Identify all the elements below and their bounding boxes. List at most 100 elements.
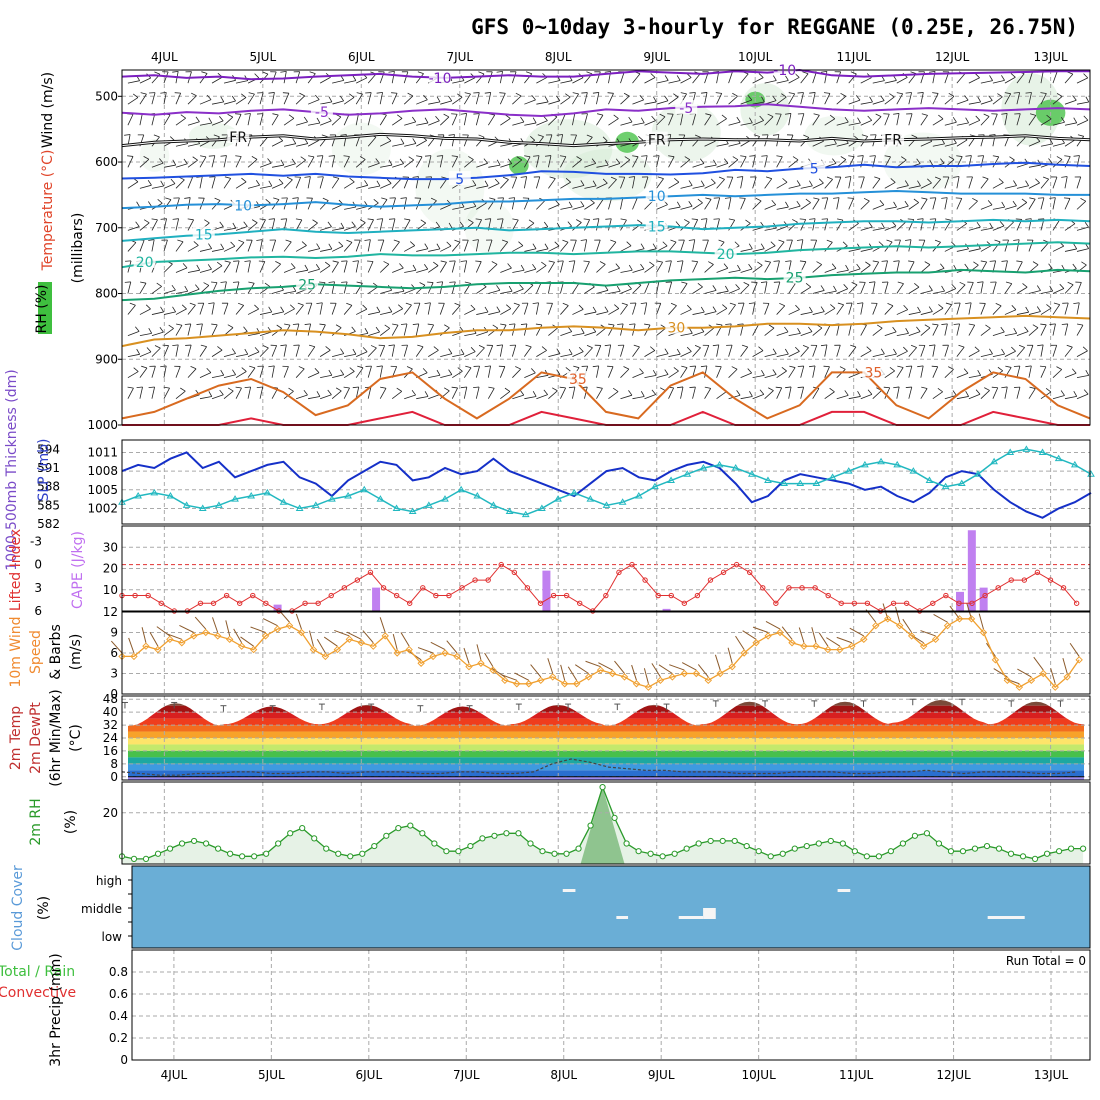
- wind-barb: [704, 239, 709, 252]
- wind-barb-flag: [639, 368, 644, 374]
- wind-barb: [308, 396, 320, 400]
- wind-barb: [668, 114, 674, 126]
- wind-barb-flag: [219, 389, 224, 396]
- wind-barb-flag: [1056, 366, 1062, 370]
- wind-barb: [175, 366, 181, 378]
- cloud-cover-background: [132, 866, 1090, 948]
- wind-speed-marker: [979, 628, 988, 637]
- wind-barb-flag: [586, 71, 593, 75]
- temperature-contour: [121, 161, 1091, 181]
- precip-tick: 0.8: [109, 965, 128, 979]
- wind-barb: [139, 240, 145, 252]
- wind-barb-flag: [451, 386, 458, 389]
- wind-barb-flag: [656, 260, 663, 263]
- wind-barb: [920, 388, 928, 399]
- wind-barb-flag: [1036, 306, 1041, 312]
- wind-barb-flag: [568, 260, 575, 262]
- wind-barb-flag: [254, 73, 260, 79]
- wind-barb-flag: [235, 113, 242, 115]
- wind-barb: [1016, 386, 1021, 399]
- wind-barb-flag: [352, 348, 357, 355]
- wind-barb-flag: [905, 327, 909, 334]
- wind-barb-flag: [190, 92, 197, 97]
- wind-barb-flag: [934, 176, 941, 180]
- wind-barb-flag: [723, 263, 729, 269]
- cloud-patch: [837, 889, 851, 892]
- wind-barb: [632, 302, 637, 315]
- wind-barb-flag: [406, 366, 413, 370]
- wind-barb-flag: [623, 92, 630, 97]
- wind-barb: [344, 206, 356, 210]
- wind-barb: [992, 206, 1005, 210]
- wind-barb-flag: [204, 219, 210, 224]
- wind-barb-flag: [697, 198, 703, 204]
- wind-barb: [464, 308, 476, 315]
- wind-barb: [487, 239, 493, 252]
- wind-barb: [271, 114, 279, 126]
- wind-speed-marker: [154, 645, 162, 654]
- wind-barb-flag: [952, 116, 957, 123]
- wind-barb: [199, 303, 205, 315]
- wind-barb-flag: [869, 96, 873, 103]
- wind-barb: [1004, 76, 1016, 84]
- wind-barb: [355, 240, 361, 252]
- wind-speed-marker: [321, 652, 330, 661]
- wind-barb: [836, 304, 844, 315]
- wind-barb: [175, 344, 179, 357]
- wind-10m-barb: [334, 629, 350, 637]
- wind-barb: [800, 219, 807, 231]
- wind-barb: [1052, 304, 1061, 315]
- wind-10m-barb: [826, 637, 841, 647]
- wind-barb: [380, 183, 392, 189]
- wind-barb-flag: [133, 367, 139, 372]
- wind-barb-flag: [640, 263, 645, 270]
- wind-speed-marker: [716, 669, 724, 678]
- wind-barb: [968, 119, 980, 126]
- wind-barb: [391, 93, 398, 105]
- wind-barb-flag: [496, 70, 503, 73]
- wind-barb-flag: [559, 155, 566, 158]
- wind-barb-flag: [299, 92, 305, 97]
- wind-barb: [824, 307, 836, 315]
- thickness-marker: [521, 510, 530, 518]
- wind-barb: [391, 324, 399, 336]
- wind-10m-barb: [658, 664, 673, 674]
- rh-marker: [455, 848, 462, 855]
- wind-barb-flag: [335, 324, 342, 329]
- wind-10m-barb: [514, 672, 530, 681]
- rh-moist-area: [188, 122, 239, 149]
- wind-barb: [992, 241, 1001, 252]
- wind-barb-flag: [357, 365, 364, 369]
- wind-barb-flag: [424, 117, 429, 124]
- wind-barb: [151, 311, 164, 315]
- wind-barb-flag: [356, 281, 363, 284]
- wind-barb-flag: [211, 281, 218, 284]
- rh-marker: [887, 848, 894, 855]
- wind-barb: [428, 101, 441, 105]
- wind-barb-flag: [555, 199, 560, 205]
- wind-barb-flag: [948, 156, 955, 160]
- wind-barb: [307, 156, 315, 168]
- wind-barb-flag: [1082, 346, 1088, 352]
- wind-barb-flag: [180, 114, 186, 119]
- wind-barb-flag: [448, 222, 453, 229]
- temperature-axis-label-2: 2m DewPt: [28, 702, 44, 774]
- wind-10m-barb: [295, 613, 302, 630]
- lifted-index-marker: [864, 600, 871, 606]
- wind-barb-flag: [151, 218, 158, 221]
- wind-barb-flag: [470, 347, 476, 352]
- wind-10m-barb: [902, 618, 913, 633]
- wind-barb-flag: [249, 365, 256, 369]
- lifted-index-marker: [420, 585, 426, 591]
- wind-barb-flag: [938, 304, 944, 309]
- wind-barb: [319, 120, 332, 126]
- wind-10m-barb: [567, 666, 578, 681]
- lifted-index-marker: [982, 592, 988, 599]
- contour-label-bg: [714, 246, 737, 261]
- wind-barb-flag: [328, 243, 333, 250]
- wind-barb-flag: [443, 113, 450, 118]
- rh-marker: [635, 848, 642, 855]
- wind-speed-marker: [680, 669, 689, 678]
- wind-barb: [740, 302, 745, 315]
- wind-barb: [379, 388, 387, 399]
